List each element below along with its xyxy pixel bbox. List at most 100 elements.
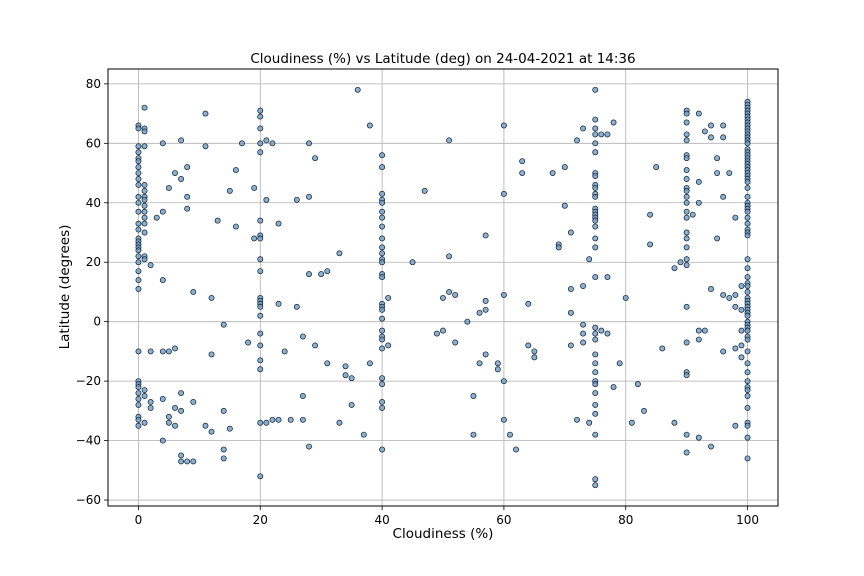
data-point [592,140,599,147]
data-point [135,170,142,176]
data-point [592,244,599,251]
data-point [500,190,507,197]
data-point [214,217,221,224]
data-point [592,116,599,123]
data-point [592,184,599,191]
data-point [592,482,599,489]
data-point [232,167,239,174]
data-point [257,140,264,147]
data-point [135,396,142,402]
data-point [178,452,185,459]
data-point [178,137,185,144]
data-point [147,262,154,269]
data-point [354,86,361,93]
data-point [641,407,647,414]
data-point [135,181,142,188]
data-point [683,229,690,236]
data-point [379,164,386,171]
data-point [580,321,587,328]
data-point [172,422,178,429]
data-point [592,336,599,343]
data-point [141,393,148,399]
data-point [720,122,727,129]
data-point [695,327,702,334]
data-point [647,211,654,218]
data-point [592,360,599,367]
data-point [531,354,538,361]
data-point [586,419,593,426]
data-point [494,366,501,373]
data-point [683,244,690,251]
data-point [695,434,702,441]
x-axis-label: Cloudiness (%) [393,526,494,542]
data-point [525,300,532,307]
data-point [135,193,142,200]
data-point [135,125,142,132]
data-point [744,434,751,441]
data-point [567,229,574,236]
data-point [604,274,611,281]
data-point [379,327,386,334]
data-point [695,179,702,185]
data-point [348,375,355,382]
data-point [135,247,142,254]
data-point [208,294,215,301]
data-point [610,384,617,391]
data-point [708,443,714,450]
data-point [324,360,331,367]
data-point [257,235,264,242]
y-tick-label: −40 [76,434,101,448]
data-point [677,259,684,266]
data-point [683,214,690,221]
data-point [683,119,690,126]
data-point [135,348,142,355]
data-point [622,294,629,301]
data-point [141,196,148,203]
data-point [159,277,166,284]
data-point [257,342,264,349]
data-point [701,327,708,334]
data-point [159,396,166,402]
data-point [744,369,751,376]
data-point [336,250,343,257]
data-point [732,291,739,298]
data-point [604,131,611,138]
data-point [348,401,355,408]
data-point [135,268,142,275]
data-point [312,342,319,349]
data-point [592,401,599,408]
data-point [744,387,751,394]
data-point [592,193,599,200]
data-point [555,244,562,251]
data-point [257,303,264,310]
data-point [379,199,386,206]
data-point [135,226,142,233]
data-point [567,342,574,349]
data-point [738,283,745,289]
data-point [379,375,386,382]
data-point [683,167,690,174]
data-point [567,309,574,316]
data-point [220,455,227,462]
data-point [257,419,264,426]
data-point [744,208,751,215]
data-point [452,291,459,298]
data-point [135,158,142,165]
data-point [513,446,520,453]
data-point [141,220,148,227]
data-point [592,125,599,132]
data-point [683,131,690,138]
data-point [592,351,599,358]
data-point [671,265,678,272]
data-point [531,348,538,355]
data-point [257,256,264,263]
data-point [141,419,148,426]
data-point [141,104,148,111]
data-point [732,345,739,352]
data-point [159,208,166,215]
data-point [135,253,142,260]
data-point [494,360,501,367]
data-point [500,378,507,385]
data-point [738,327,745,334]
